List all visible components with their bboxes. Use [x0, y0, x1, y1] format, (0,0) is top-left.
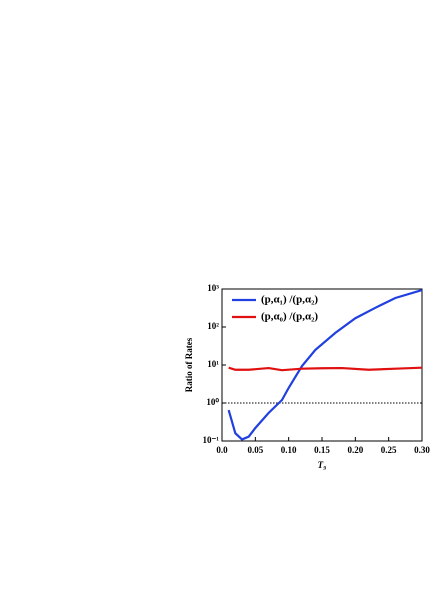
x-tick-label: 0.0 — [216, 445, 228, 455]
y-tick-label: 10¹ — [207, 359, 219, 369]
x-tick-label: 0.15 — [314, 445, 330, 455]
y-tick-label: 10² — [207, 321, 219, 331]
x-tick-label: 0.05 — [247, 445, 263, 455]
x-axis-label: T₉ — [318, 460, 327, 470]
legend-label: (p,α₁) /(p,α₂) — [261, 294, 318, 306]
x-tick-label: 0.30 — [414, 445, 430, 455]
plot-frame — [221, 288, 423, 442]
y-tick-label: 10³ — [207, 283, 219, 293]
y-axis-label: Ratio of Rates — [184, 337, 194, 392]
data-line — [228, 366, 423, 372]
data-line — [227, 288, 423, 441]
x-tick-label: 0.10 — [281, 445, 297, 455]
legend-label: (p,α₀) /(p,α₂) — [261, 311, 318, 323]
y-tick-label: 10⁰ — [206, 397, 219, 407]
y-tick-label: 10⁻¹ — [203, 435, 220, 445]
x-tick-label: 0.20 — [347, 445, 363, 455]
x-tick-label: 0.25 — [381, 445, 397, 455]
